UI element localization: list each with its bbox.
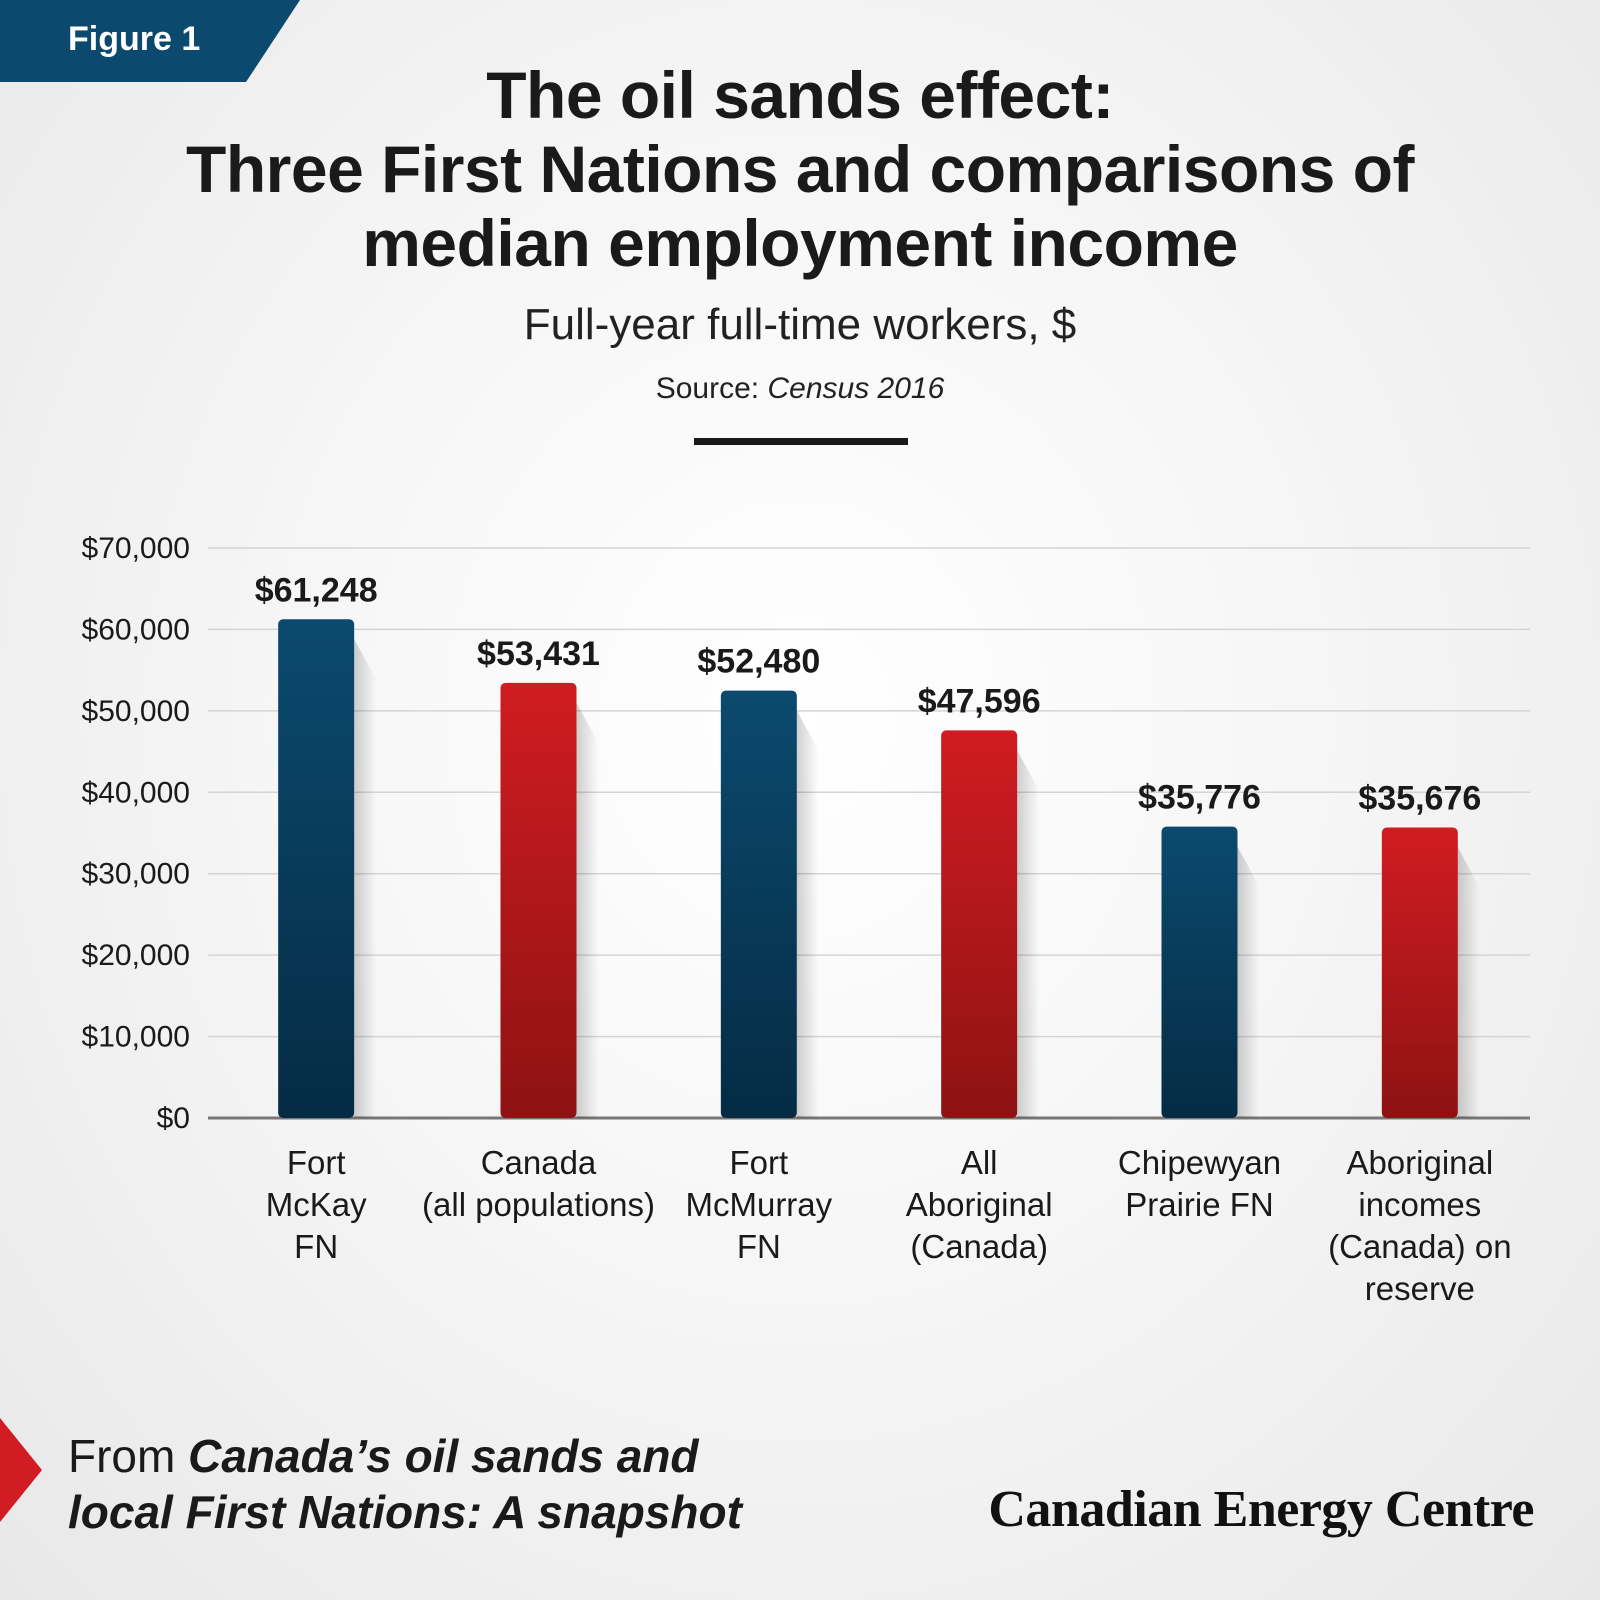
chart-title-line-1: The oil sands effect: [486, 58, 1114, 132]
chart-subtitle: Full-year full-time workers, $ [523, 300, 1077, 349]
bar-value-label: $35,776 [1138, 779, 1261, 817]
footer-pub-line-2: local First Nations: A snapshot [68, 1486, 742, 1538]
figure-tag-label: Figure 1 [68, 20, 201, 58]
bar-shadow [1237, 846, 1260, 1118]
title-divider [694, 438, 908, 445]
bar [720, 690, 797, 1118]
bar [500, 682, 577, 1118]
chart-title: The oil sands effect: Three First Nation… [80, 58, 1520, 280]
x-category-label: (Canada) [910, 1228, 1048, 1265]
source-value: Census 2016 [767, 372, 945, 405]
source-line: Source: Census 2016 [0, 372, 1600, 406]
x-category-label: All [961, 1144, 998, 1181]
bar-shadow [576, 702, 599, 1118]
bar [1161, 826, 1238, 1118]
footer-publication: From Canada’s oil sands and local First … [68, 1428, 742, 1540]
bar-shadow [1017, 750, 1040, 1118]
bar-value-label: $53,431 [477, 635, 600, 673]
footer-pub-line-1: Canada’s oil sands and [188, 1430, 699, 1482]
y-tick-label: $20,000 [82, 939, 190, 972]
x-category-label: Chipewyan [1118, 1144, 1281, 1181]
x-category-label: Aboriginal [1346, 1144, 1493, 1181]
x-category-label: Aboriginal [906, 1186, 1053, 1223]
y-tick-label: $60,000 [82, 613, 190, 646]
y-tick-label: $30,000 [82, 858, 190, 891]
bar-shadow [796, 710, 819, 1118]
chart-title-line-2: Three First Nations and comparisons of [186, 132, 1414, 206]
bar-shadow [354, 639, 377, 1118]
x-category-label: incomes [1358, 1186, 1481, 1223]
y-tick-label: $70,000 [82, 532, 190, 565]
y-tick-label: $10,000 [82, 1021, 190, 1054]
x-category-label: FN [294, 1228, 338, 1265]
x-category-label: McKay [266, 1186, 367, 1223]
x-category-label: Canada [481, 1144, 597, 1181]
bar [278, 619, 355, 1118]
figure-tag: Figure 1 [0, 0, 300, 82]
x-category-label: (Canada) on [1328, 1228, 1511, 1265]
brand-logo: Canadian Energy Centre [988, 1481, 1534, 1538]
bar-value-label: $35,676 [1358, 779, 1481, 817]
y-tick-label: $0 [157, 1102, 190, 1135]
x-category-label: FN [737, 1228, 781, 1265]
bar-value-label: $52,480 [697, 643, 820, 681]
footer-prefix: From [68, 1430, 176, 1482]
x-category-label: Prairie FN [1125, 1186, 1274, 1223]
x-category-label: (all populations) [422, 1186, 655, 1223]
x-category-label: Fort [729, 1144, 788, 1181]
x-category-label: reserve [1365, 1270, 1475, 1307]
x-category-label: McMurray [685, 1186, 832, 1223]
y-tick-label: $40,000 [82, 776, 190, 809]
source-label: Source: [655, 372, 760, 405]
bar [941, 730, 1018, 1118]
bar-value-label: $61,248 [255, 571, 378, 609]
y-tick-label: $50,000 [82, 695, 190, 728]
bar-shadow [1457, 847, 1480, 1118]
bar [1381, 827, 1458, 1118]
x-category-label: Fort [287, 1144, 346, 1181]
bar-value-label: $47,596 [918, 682, 1041, 720]
chart-title-line-3: median employment income [362, 206, 1238, 280]
